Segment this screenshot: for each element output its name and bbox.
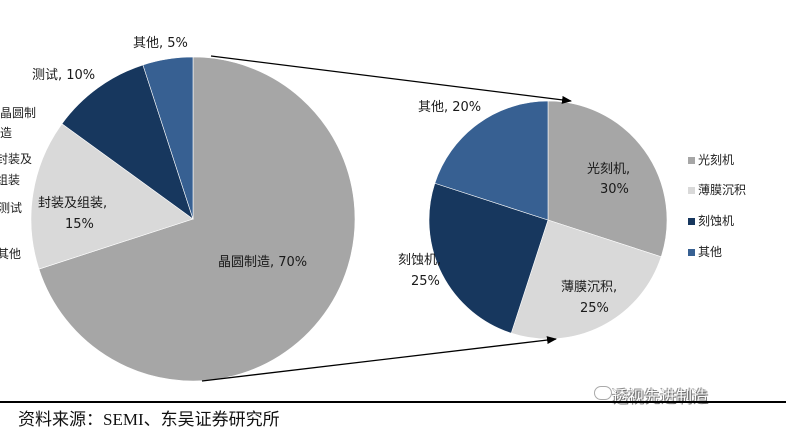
left-legend-clipped: 晶圆制 造 封装及 组装 测试 其他 xyxy=(0,106,36,261)
label-other-small: 其他, 20% xyxy=(418,100,481,115)
wechat-icon xyxy=(594,386,612,400)
legend-swatch-other xyxy=(688,249,695,256)
label-wafer-fab: 晶圆制造, 70% xyxy=(218,255,307,270)
big-pie xyxy=(30,56,356,382)
label-etch-line1: 刻蚀机, xyxy=(398,253,441,268)
legend-swatch-etch xyxy=(688,218,695,225)
slice-lithography[interactable] xyxy=(547,100,668,258)
label-other-big: 其他, 5% xyxy=(133,36,188,51)
label-etch-line2: 25% xyxy=(411,274,440,289)
source-note: 资料来源：SEMI、东吴证券研究所 xyxy=(18,410,280,429)
divider xyxy=(0,401,786,403)
slice-packaging[interactable] xyxy=(30,123,194,270)
left-legend-fragment: 晶圆制 xyxy=(0,106,36,120)
label-thin-film-line2: 25% xyxy=(580,301,609,316)
legend-label-etch: 刻蚀机 xyxy=(698,214,734,228)
label-packaging-line2: 15% xyxy=(65,217,94,232)
label-packaging-line1: 封装及组装, xyxy=(38,196,107,211)
legend-label-lithography: 光刻机 xyxy=(698,153,734,167)
label-lithography-line1: 光刻机, xyxy=(587,162,630,177)
small-pie xyxy=(428,100,668,340)
label-test: 测试, 10% xyxy=(32,68,95,83)
slice-etch[interactable] xyxy=(428,182,549,334)
legend-swatch-thin-film xyxy=(688,187,695,194)
left-legend-fragment: 测试 xyxy=(0,200,22,215)
label-thin-film-line1: 薄膜沉积, xyxy=(561,280,617,295)
legend-label-other: 其他 xyxy=(698,245,722,259)
connector-arrow-bottom xyxy=(201,336,557,382)
legend-swatch-lithography xyxy=(688,157,695,164)
slice-test[interactable] xyxy=(61,64,194,220)
legend-label-thin-film: 薄膜沉积 xyxy=(698,182,746,197)
slice-other-big[interactable] xyxy=(142,56,194,220)
watermark: 透视先进制造 xyxy=(612,387,709,406)
label-lithography-line2: 30% xyxy=(600,182,629,197)
slice-other-small[interactable] xyxy=(434,100,549,221)
left-legend-fragment: 组装 xyxy=(0,173,20,187)
left-legend-fragment: 封装及 xyxy=(0,152,32,166)
slice-thin-film[interactable] xyxy=(510,219,662,340)
left-legend-fragment: 其他 xyxy=(0,247,21,261)
legend: 光刻机 薄膜沉积 刻蚀机 其他 xyxy=(688,153,746,259)
left-legend-fragment: 造 xyxy=(0,126,12,140)
slice-wafer-fab[interactable] xyxy=(38,56,356,382)
connector-arrow-top xyxy=(210,55,572,104)
